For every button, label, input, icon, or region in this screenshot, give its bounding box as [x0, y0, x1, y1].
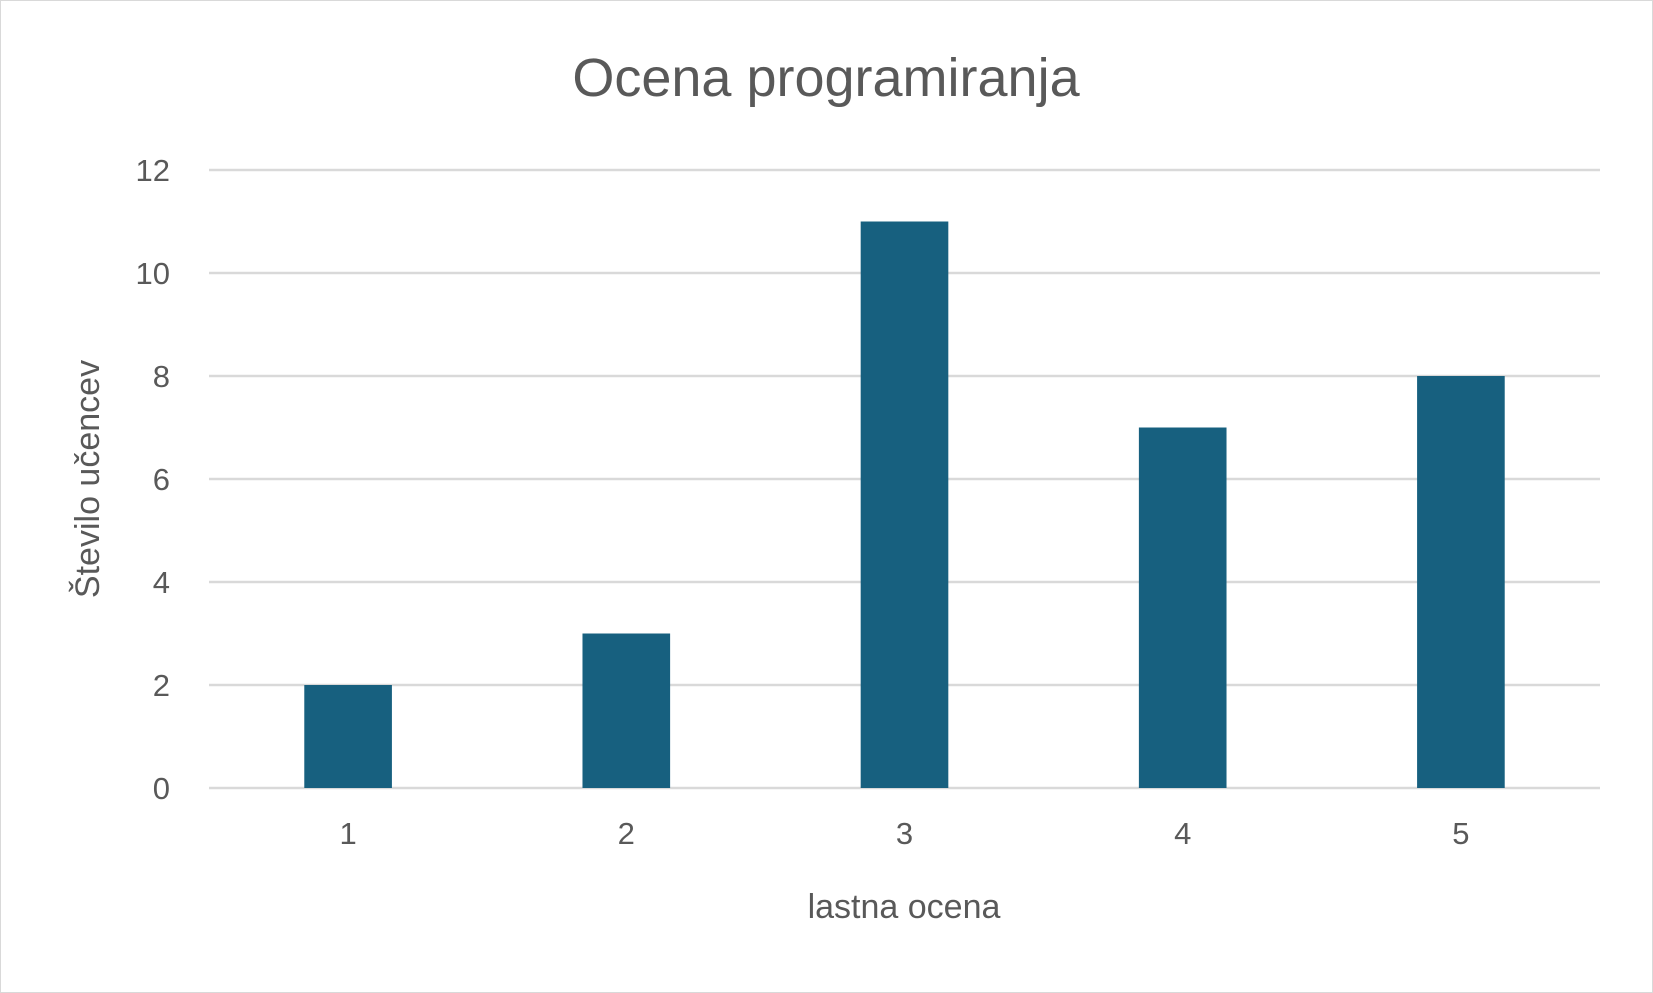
- y-tick-label: 0: [153, 771, 170, 806]
- x-tick-label: 5: [1452, 816, 1469, 851]
- x-tick-label: 2: [618, 816, 635, 851]
- bars: [304, 221, 1505, 788]
- x-tick-label: 4: [1174, 816, 1191, 851]
- bar-2: [582, 633, 671, 788]
- y-tick-label: 4: [153, 565, 170, 600]
- x-tick-label: 1: [339, 816, 356, 851]
- bar-1: [304, 685, 392, 788]
- x-axis-title: lastna ocena: [808, 888, 1001, 926]
- y-tick-label: 8: [153, 359, 170, 394]
- y-axis-ticks: 0 2 4 6 8 10 12: [136, 153, 170, 806]
- y-tick-label: 6: [153, 462, 170, 497]
- bar-5: [1417, 376, 1505, 788]
- bar-3: [860, 221, 949, 788]
- x-axis-ticks: 1 2 3 4 5: [339, 816, 1469, 851]
- y-tick-label: 10: [136, 256, 170, 291]
- x-tick-label: 3: [896, 816, 913, 851]
- chart-title: Ocena programiranja: [572, 48, 1080, 108]
- y-axis-title: Število učencev: [69, 360, 107, 598]
- y-tick-label: 12: [136, 153, 170, 188]
- y-tick-label: 2: [153, 668, 170, 703]
- bar-4: [1138, 427, 1227, 788]
